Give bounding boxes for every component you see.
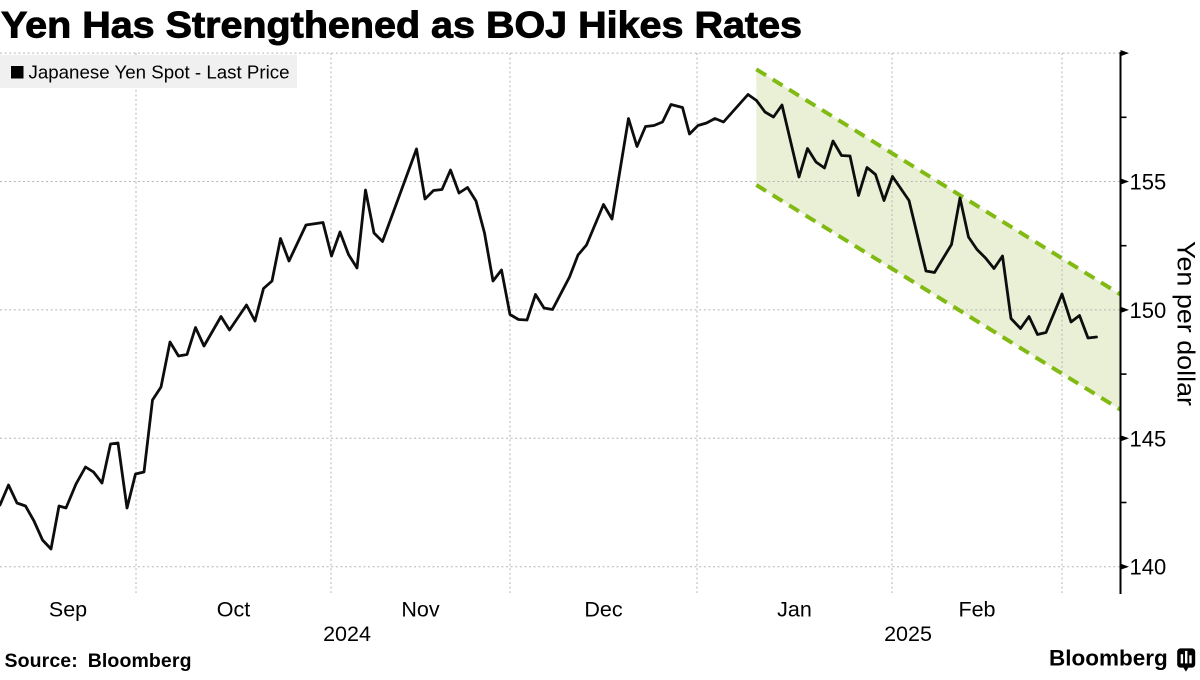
svg-text:2024: 2024 — [323, 622, 371, 646]
svg-text:Source: Bloomberg: Source: Bloomberg — [5, 650, 192, 672]
svg-text:155: 155 — [1130, 170, 1167, 195]
svg-text:Japanese Yen Spot - Last Price: Japanese Yen Spot - Last Price — [29, 61, 290, 82]
svg-text:Feb: Feb — [958, 598, 995, 622]
svg-text:Jan: Jan — [777, 598, 812, 622]
svg-text:Yen Has Strengthened as BOJ Hi: Yen Has Strengthened as BOJ Hikes Rates — [1, 5, 802, 46]
svg-text:Dec: Dec — [584, 598, 622, 622]
svg-text:2025: 2025 — [884, 622, 932, 646]
svg-text:Sep: Sep — [49, 598, 87, 622]
svg-text:Nov: Nov — [401, 598, 439, 622]
svg-text:Bloomberg: Bloomberg — [1049, 646, 1168, 671]
svg-text:140: 140 — [1130, 555, 1167, 580]
svg-text:145: 145 — [1130, 426, 1167, 451]
svg-text:Yen per dollar: Yen per dollar — [1172, 241, 1200, 406]
svg-text:150: 150 — [1130, 298, 1167, 323]
svg-text:Oct: Oct — [217, 598, 250, 622]
